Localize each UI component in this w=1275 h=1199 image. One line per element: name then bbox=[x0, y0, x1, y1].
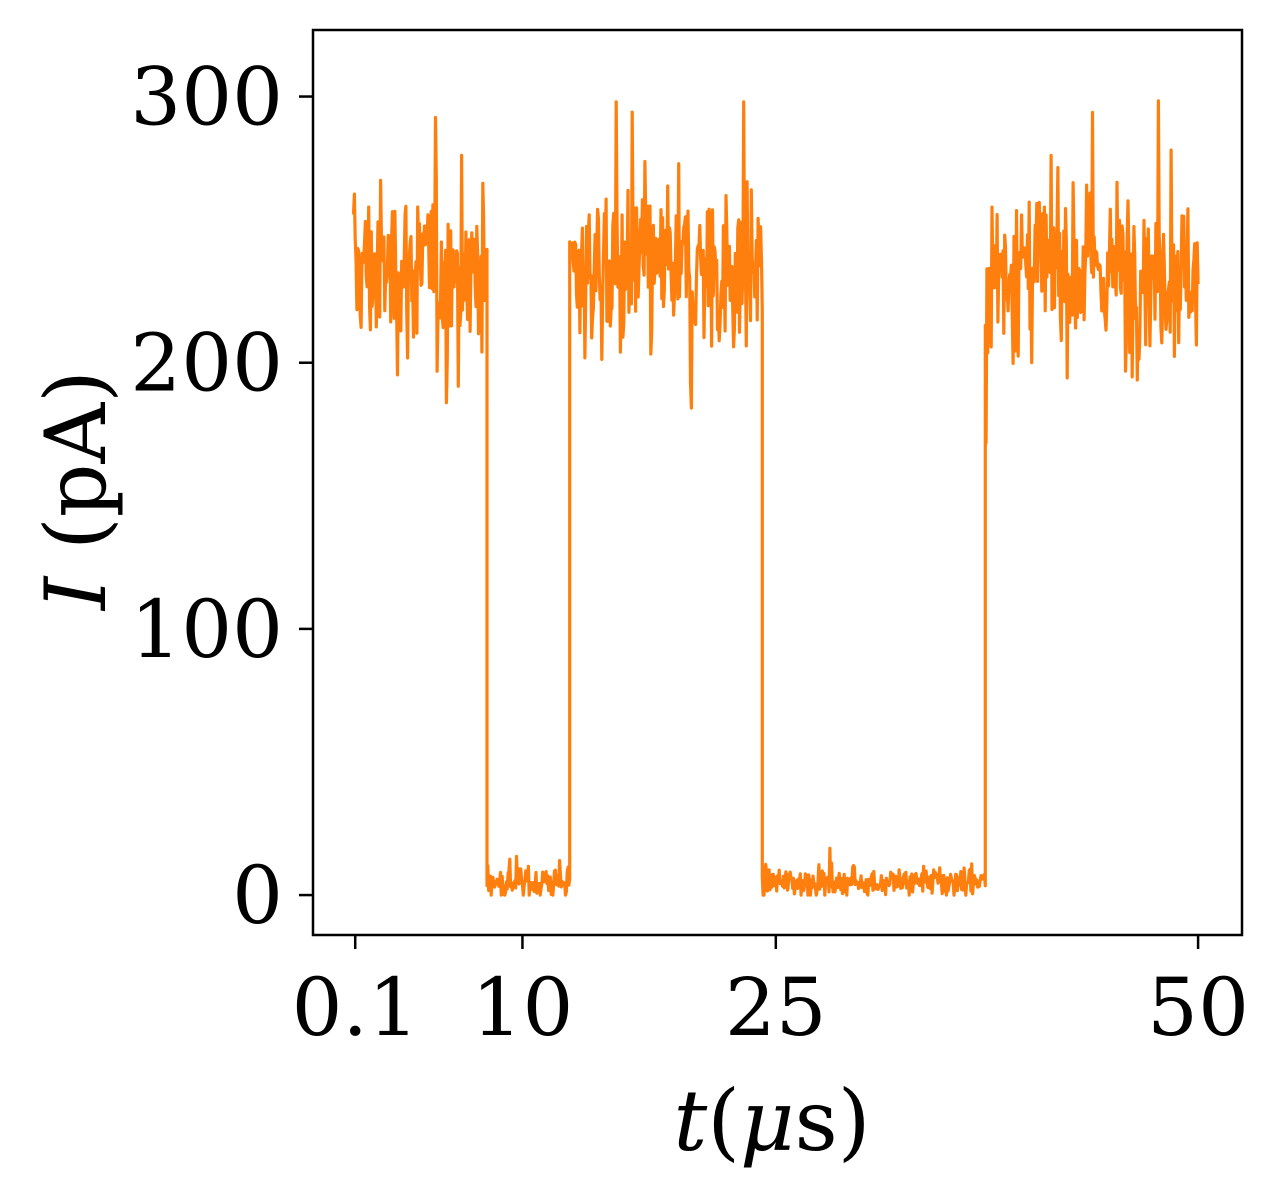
series-line bbox=[351, 99, 1200, 897]
x-tick-label: 0.1 bbox=[292, 961, 419, 1054]
x-axis-label: t(μs) bbox=[673, 1072, 870, 1170]
y-tick-label: 100 bbox=[130, 583, 283, 676]
series-layer bbox=[351, 99, 1200, 897]
y-ticks: 0 100 200 300 bbox=[130, 51, 313, 942]
y-tick-label: 300 bbox=[130, 51, 283, 144]
plot-frame bbox=[311, 28, 1244, 937]
plot-background bbox=[313, 30, 1242, 935]
x-tick-label: 10 bbox=[472, 961, 574, 1054]
x-tick-label: 25 bbox=[725, 961, 827, 1054]
y-axis-label: I (pA) bbox=[27, 370, 125, 612]
x-ticks: 0.1 10 25 50 bbox=[292, 935, 1249, 1054]
y-tick-label: 200 bbox=[130, 317, 283, 410]
y-tick-label: 0 bbox=[232, 849, 283, 942]
x-tick-label: 50 bbox=[1147, 961, 1249, 1054]
